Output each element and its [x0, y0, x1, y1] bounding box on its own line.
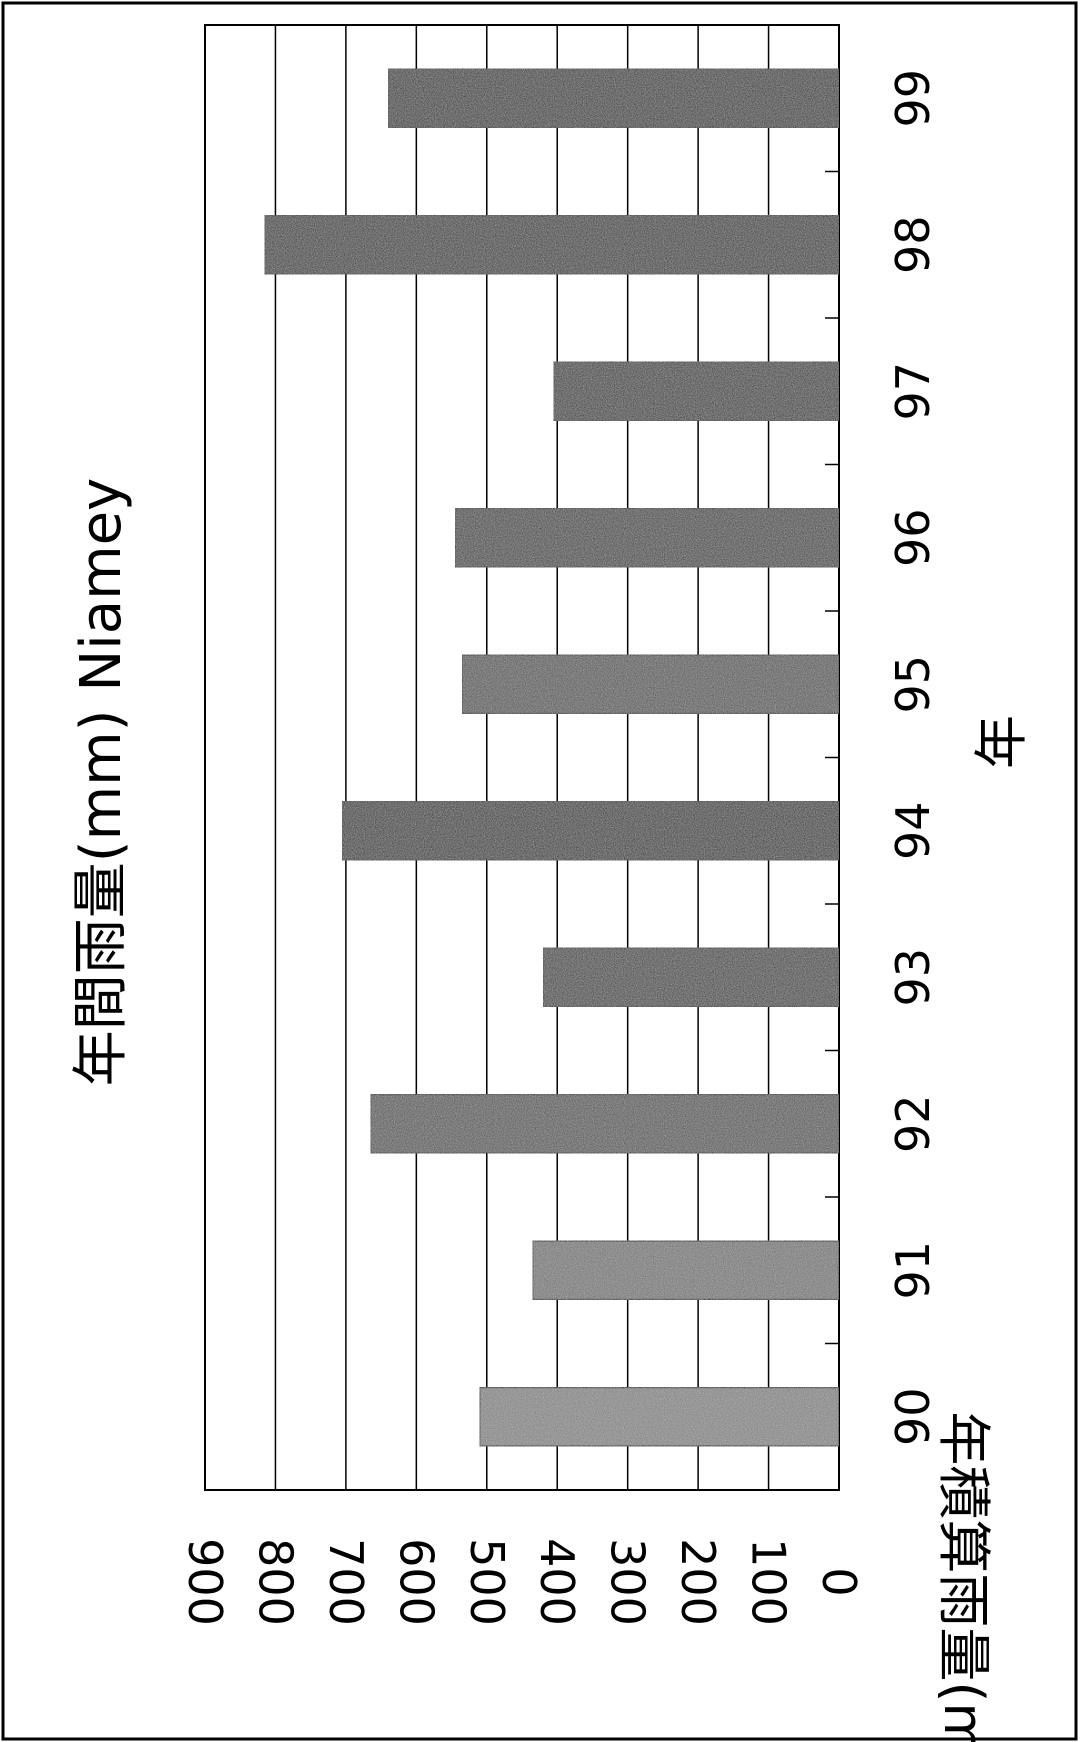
- bar-96: [454, 507, 840, 568]
- x-tick-label-97: 97: [886, 362, 940, 421]
- x-axis-ticks: [825, 170, 839, 1345]
- y-tick-label-400: 400: [530, 1538, 584, 1626]
- y-axis-label: 年積算雨量(mm): [932, 1411, 995, 1742]
- y-tick-label-500: 500: [460, 1538, 514, 1626]
- y-tick-label-600: 600: [389, 1538, 443, 1626]
- bar-92: [369, 1093, 840, 1154]
- bar-94: [341, 800, 840, 861]
- y-tick-labels: 0 100 200 300 400 500 600 700 800 900: [178, 1538, 866, 1626]
- x-tick-label-99: 99: [886, 69, 940, 128]
- bar-97: [552, 361, 840, 422]
- x-tick-label-93: 93: [886, 948, 940, 1007]
- bar-95: [461, 654, 840, 715]
- bars: [264, 68, 840, 1447]
- bar-99: [387, 68, 840, 129]
- y-tick-label-100: 100: [742, 1538, 796, 1626]
- y-tick-label-300: 300: [601, 1538, 655, 1626]
- bar-90: [478, 1386, 840, 1447]
- x-tick-label-96: 96: [886, 508, 940, 567]
- bar-91: [531, 1240, 840, 1301]
- x-tick-labels: 90 91 92 93 94 95 96 97 98 99: [886, 69, 940, 1446]
- y-tick-label-0: 0: [812, 1567, 866, 1596]
- x-tick-label-95: 95: [886, 655, 940, 714]
- chart-title: 年間雨量(mm) Niamey: [69, 478, 134, 1087]
- bar-93: [542, 947, 840, 1008]
- y-tick-label-800: 800: [248, 1538, 302, 1626]
- x-axis-label: 年: [970, 715, 1033, 769]
- x-tick-label-92: 92: [886, 1094, 940, 1153]
- y-tick-label-700: 700: [319, 1538, 373, 1626]
- y-tick-label-200: 200: [671, 1538, 725, 1626]
- rotated-chart: 90 91 92 93 94 95 96 97 98 99 0 100 200 300 400 500 600…: [69, 24, 1033, 1626]
- x-tick-label-98: 98: [886, 215, 940, 274]
- x-tick-label-90: 90: [886, 1387, 940, 1446]
- x-tick-label-94: 94: [886, 801, 940, 860]
- x-tick-label-91: 91: [886, 1241, 940, 1300]
- bar-98: [264, 214, 840, 275]
- y-tick-label-900: 900: [178, 1538, 232, 1626]
